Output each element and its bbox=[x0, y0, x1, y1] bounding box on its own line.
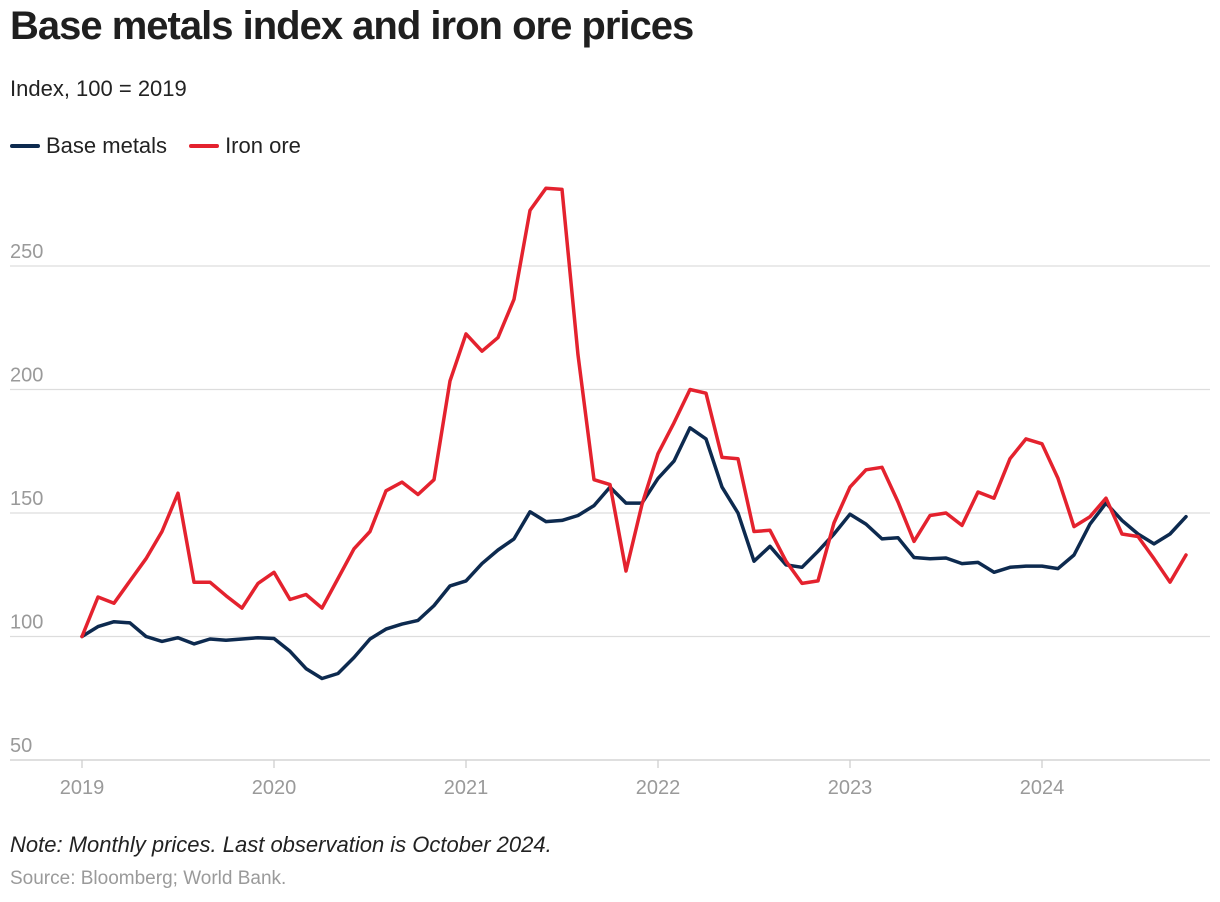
y-tick-label-100: 100 bbox=[10, 612, 43, 634]
chart-source: Source: Bloomberg; World Bank. bbox=[10, 868, 287, 889]
y-tick-label-200: 200 bbox=[10, 365, 43, 387]
chart-note: Note: Monthly prices. Last observation i… bbox=[10, 832, 552, 857]
chart-title: Base metals index and iron ore prices bbox=[10, 4, 694, 48]
x-tick-label-2019: 2019 bbox=[60, 777, 105, 799]
x-tick-label-2023: 2023 bbox=[828, 777, 873, 799]
x-tick-label-2022: 2022 bbox=[636, 777, 681, 799]
chart-subtitle: Index, 100 = 2019 bbox=[10, 76, 187, 101]
legend-swatch-base-metals bbox=[10, 144, 40, 148]
series-line-iron-ore bbox=[80, 186, 1188, 639]
legend-label-iron-ore: Iron ore bbox=[225, 133, 301, 158]
y-tick-label-150: 150 bbox=[10, 488, 43, 510]
x-tick-label-2020: 2020 bbox=[252, 777, 297, 799]
x-tick-label-2021: 2021 bbox=[444, 777, 489, 799]
legend: Base metals Iron ore bbox=[10, 133, 323, 159]
series-line-base-metals bbox=[80, 426, 1188, 681]
legend-item-iron-ore: Iron ore bbox=[189, 133, 301, 159]
x-tick-label-2024: 2024 bbox=[1020, 777, 1065, 799]
legend-label-base-metals: Base metals bbox=[46, 133, 168, 158]
y-tick-label-50: 50 bbox=[10, 735, 32, 757]
legend-item-base-metals: Base metals bbox=[10, 133, 167, 159]
y-tick-label-250: 250 bbox=[10, 241, 43, 263]
legend-swatch-iron-ore bbox=[189, 144, 220, 148]
